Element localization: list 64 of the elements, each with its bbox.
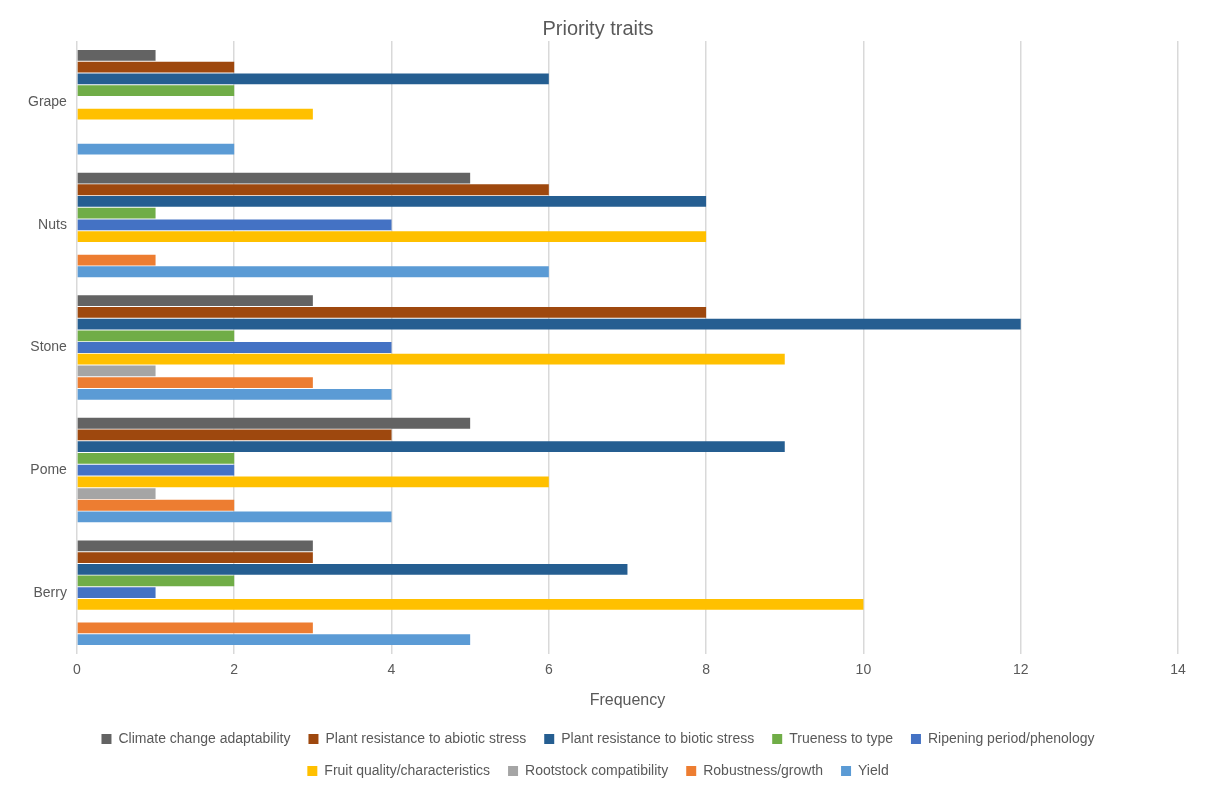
bar	[77, 377, 313, 389]
legend-label: Fruit quality/characteristics	[324, 761, 491, 778]
y-tick-label: Grape	[27, 93, 68, 110]
x-tick-label: 6	[544, 661, 553, 678]
bar	[77, 318, 1021, 330]
legend-label: Rootstock compatibility	[525, 761, 669, 778]
bar	[77, 488, 156, 499]
legend-label: Plant resistance to biotic stress	[561, 729, 755, 746]
bar	[77, 622, 313, 634]
bar	[77, 599, 864, 610]
legend-label: Ripening period/phenology	[927, 729, 1095, 746]
bar	[77, 108, 313, 120]
bar	[77, 219, 392, 231]
x-tick-label: 12	[1012, 661, 1029, 678]
bar	[77, 184, 549, 196]
bar	[77, 563, 628, 575]
bar	[77, 587, 156, 599]
legend-label: Plant resistance to abiotic stress	[325, 729, 527, 746]
bar	[77, 453, 235, 464]
bar	[77, 365, 156, 377]
bar	[77, 196, 707, 207]
bar	[77, 429, 392, 441]
legend-label: Yield	[858, 761, 889, 778]
bar	[77, 388, 392, 400]
bar	[77, 540, 313, 552]
bar	[77, 634, 471, 645]
chart-title: Priority traits	[542, 16, 654, 39]
legend-label: Climate change adaptability	[118, 729, 291, 746]
bar	[77, 73, 549, 85]
x-tick-label: 4	[387, 661, 396, 678]
x-axis-title: Frequency	[589, 690, 666, 708]
bar	[77, 295, 313, 307]
bar	[77, 330, 235, 342]
bar	[77, 575, 235, 587]
y-tick-label: Pome	[30, 460, 68, 477]
legend-label: Trueness to type	[789, 729, 894, 746]
x-tick-label: 14	[1170, 661, 1186, 678]
x-tick-label: 8	[702, 661, 711, 678]
bar	[77, 306, 707, 318]
legend-label: Robustness/growth	[703, 761, 824, 778]
bar	[77, 254, 156, 266]
bar	[77, 476, 549, 488]
y-tick-label: Nuts	[38, 215, 67, 232]
x-tick-label: 10	[855, 661, 872, 678]
x-tick-label: 0	[73, 661, 82, 678]
bar	[77, 464, 235, 476]
bar	[77, 172, 471, 184]
x-tick-label: 2	[230, 661, 239, 678]
bar	[77, 143, 235, 155]
bar	[77, 417, 471, 429]
bar	[77, 85, 235, 96]
bar	[77, 353, 785, 365]
y-tick-label: Berry	[33, 583, 67, 600]
bar	[77, 50, 156, 61]
bar	[77, 441, 785, 453]
y-tick-label: Stone	[30, 338, 68, 355]
bar	[77, 499, 235, 511]
bar	[77, 511, 392, 523]
bar	[77, 231, 707, 242]
bar	[77, 552, 313, 563]
bar	[77, 266, 549, 278]
bar	[77, 342, 392, 353]
bar	[77, 61, 235, 73]
bar	[77, 207, 156, 219]
